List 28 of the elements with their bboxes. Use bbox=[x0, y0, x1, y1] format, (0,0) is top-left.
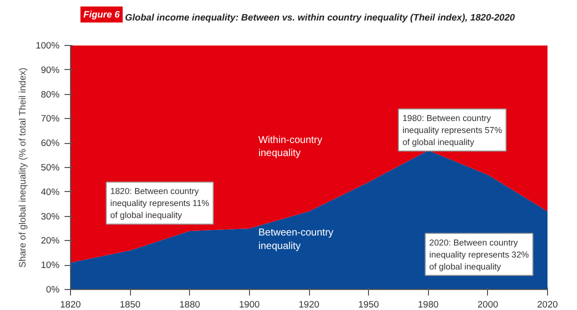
y-tick-label: 30% bbox=[40, 211, 60, 222]
annotation: 1820: Between country inequality represents 11% of global inequality bbox=[110, 186, 210, 220]
x-tick-label: 1950 bbox=[358, 300, 380, 310]
x-tick-label: 2000 bbox=[478, 300, 498, 310]
series-label: Between-country inequality bbox=[258, 228, 334, 252]
x-tick-label: 1820 bbox=[60, 300, 81, 310]
y-tick-label: 70% bbox=[40, 114, 60, 124]
y-tick-label: 50% bbox=[40, 162, 60, 172]
x-tick-label: 1900 bbox=[239, 300, 260, 310]
x-tick-label: 2020 bbox=[537, 300, 558, 310]
y-tick-label: 100% bbox=[36, 40, 60, 50]
y-tick-label: 10% bbox=[40, 260, 60, 270]
chart-title: Figure 6 bbox=[83, 10, 121, 20]
y-tick-label: 40% bbox=[40, 186, 60, 197]
y-tick-label: 80% bbox=[40, 89, 60, 100]
annotation: 2020: Between country inequality represents 32% of global inequality bbox=[429, 237, 530, 272]
x-tick-label: 1880 bbox=[179, 300, 200, 310]
y-tick-label: 0% bbox=[46, 284, 60, 294]
y-tick-label: 90% bbox=[40, 64, 60, 75]
x-tick-label: 1920 bbox=[298, 300, 320, 310]
y-axis-title: Share of global inequality (% of total Theil index) bbox=[18, 68, 28, 268]
chart-subtitle: Global income inequality: Between vs. within country inequality (Theil index), 1820-2020 bbox=[125, 12, 516, 22]
x-tick-label: 1980 bbox=[418, 300, 439, 310]
x-tick-label: 1850 bbox=[120, 300, 141, 310]
y-tick-label: 20% bbox=[40, 236, 60, 246]
y-tick-label: 60% bbox=[40, 138, 60, 148]
series-label: Within-country inequality bbox=[258, 134, 322, 160]
annotation: 1980: Between country inequality represents 57% of global inequality bbox=[402, 112, 502, 147]
